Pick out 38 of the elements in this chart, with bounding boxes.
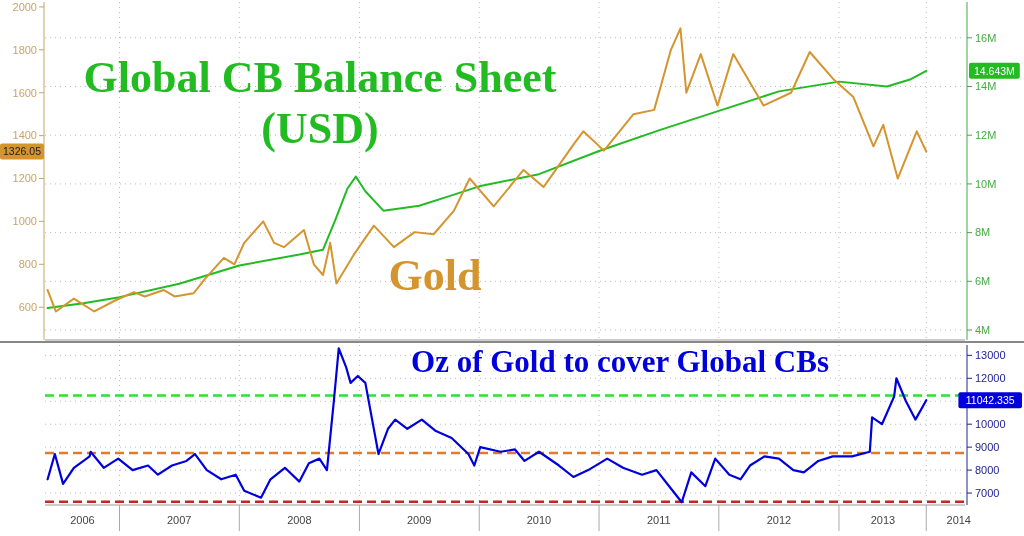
y-tick-label: 1400 [12,129,37,142]
y2-tick-label: 14M [975,80,997,93]
y-tick-label: 1600 [12,86,37,99]
x-tick-label: 2010 [526,514,552,526]
x-tick-label: 2009 [406,514,432,526]
chart-title: Oz of Gold to cover Global CBs [411,344,829,379]
y2-tick-label: 16M [975,31,997,44]
series-label: Gold [388,251,482,300]
text: 11042.335 [965,393,1015,406]
x-tick-label: 2011 [646,514,671,526]
y2-tick-label: 10000 [975,418,1006,431]
y2-tick-label: 12M [975,129,997,142]
x-tick-label: 2007 [167,514,192,526]
y2-tick-label: 7000 [975,486,1000,499]
y2-tick-label: 10M [975,177,997,190]
y-tick-label: 1000 [12,215,37,228]
y-tick-label: 600 [18,301,37,314]
line-series [46,347,928,504]
y2-tick-label: 9000 [975,441,1000,453]
x-tick-label: 2014 [946,514,972,526]
x-tick-label: 2012 [766,514,792,526]
text: 1326.05 [3,145,42,158]
text: 14.643M [973,64,1015,77]
y2-tick-label: 4M [975,323,991,336]
y2-tick-label: 8000 [975,463,1000,476]
series-label: Global CB Balance Sheet (USD) [83,53,557,153]
y2-tick-label: 8M [975,226,991,239]
y2-tick-label: 13000 [975,349,1006,362]
y-tick-label: 2000 [12,0,37,13]
x-tick-label: 2013 [870,514,896,526]
x-tick-label: 2006 [70,514,95,526]
y2-tick-label: 6M [975,275,991,288]
x-tick-label: 2008 [287,514,312,526]
y-tick-label: 1200 [12,172,37,185]
y-tick-label: 1800 [12,43,37,56]
line-series [46,27,928,313]
y-tick-label: 800 [18,258,37,271]
y2-tick-label: 12000 [975,372,1006,385]
